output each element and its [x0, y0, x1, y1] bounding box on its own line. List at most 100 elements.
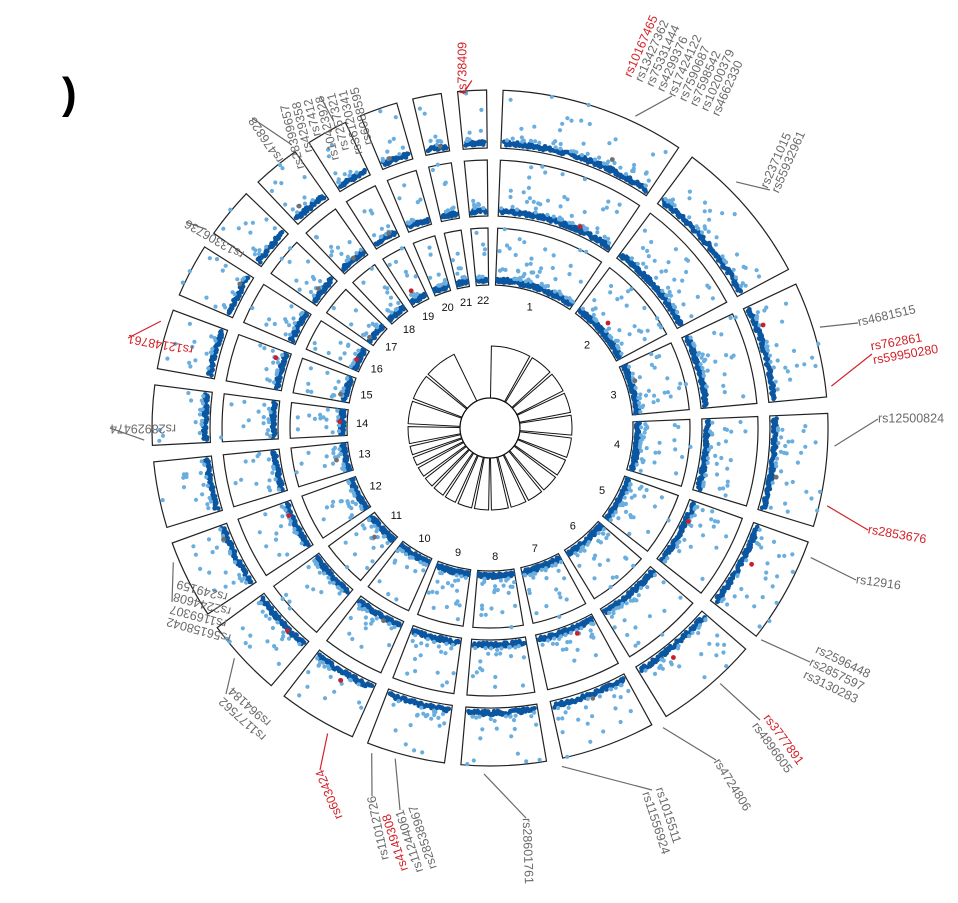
data-point	[421, 568, 426, 573]
data-point	[707, 429, 713, 434]
data-point	[404, 565, 410, 570]
data-point	[357, 700, 362, 705]
data-point	[242, 576, 247, 581]
data-point	[689, 514, 694, 519]
data-point	[592, 298, 597, 303]
data-point	[297, 641, 302, 647]
data-point	[374, 325, 379, 330]
data-point	[326, 575, 331, 580]
data-point	[700, 576, 705, 582]
data-point	[716, 441, 721, 446]
data-point	[443, 145, 449, 151]
data-point	[386, 308, 391, 313]
data-point	[181, 485, 187, 490]
data-point	[790, 479, 795, 485]
data-point	[702, 467, 708, 473]
data-point	[285, 552, 290, 557]
track-3-chr20	[412, 235, 452, 297]
track-2-chr1	[497, 159, 641, 253]
data-point	[325, 370, 330, 375]
data-point	[379, 226, 384, 231]
data-point	[281, 505, 286, 510]
track-2-chr17	[270, 241, 339, 307]
data-point	[689, 314, 694, 319]
data-point	[596, 531, 601, 536]
data-point	[687, 196, 692, 201]
data-point	[689, 523, 694, 529]
data-point	[492, 718, 497, 724]
data-point	[688, 544, 693, 549]
data-point	[547, 632, 552, 638]
data-point	[338, 499, 343, 504]
data-point	[790, 569, 795, 575]
data-point	[665, 199, 670, 204]
data-point	[262, 402, 267, 407]
data-point	[389, 310, 394, 315]
data-point	[744, 558, 749, 563]
data-point-highlight	[273, 355, 279, 361]
data-point	[365, 565, 370, 571]
data-point	[208, 472, 214, 478]
data-point-highlight	[437, 144, 443, 149]
track-2-chr19	[345, 185, 401, 250]
data-point	[688, 444, 693, 449]
data-point	[198, 407, 203, 412]
track-2-chr4	[692, 415, 759, 507]
data-point	[280, 514, 285, 519]
data-point	[291, 326, 296, 331]
data-point	[204, 457, 210, 462]
data-point	[698, 362, 703, 367]
track-2-chr12	[237, 499, 314, 577]
data-point	[386, 224, 391, 229]
data-point	[696, 625, 701, 630]
data-point	[553, 145, 558, 150]
data-point	[771, 365, 776, 370]
data-point	[473, 645, 478, 651]
data-point	[765, 561, 770, 566]
data-point	[660, 288, 665, 293]
data-point	[516, 644, 521, 649]
data-point	[324, 505, 329, 510]
data-point	[221, 226, 226, 231]
data-point	[710, 420, 715, 425]
track-1-chr18	[257, 150, 330, 226]
data-point	[527, 587, 532, 593]
data-point	[637, 486, 642, 491]
data-point	[770, 480, 775, 485]
data-point	[257, 248, 262, 253]
data-point	[645, 248, 650, 253]
data-point	[645, 585, 650, 590]
data-point	[815, 508, 820, 513]
data-point	[493, 684, 498, 690]
track-1-chr16	[178, 246, 255, 319]
data-point	[363, 626, 368, 631]
data-point	[676, 424, 681, 430]
data-point	[784, 481, 789, 486]
data-point	[439, 571, 445, 576]
data-point	[720, 211, 725, 216]
track-2-chr16	[242, 283, 312, 346]
data-point	[774, 343, 779, 348]
data-point	[618, 719, 623, 725]
data-point	[319, 590, 324, 595]
data-point	[511, 580, 517, 585]
data-point	[474, 715, 479, 720]
data-point	[644, 170, 649, 175]
data-point	[439, 139, 444, 144]
data-point	[306, 259, 311, 264]
data-point	[632, 324, 637, 329]
data-point	[705, 368, 710, 373]
data-point-highlight	[285, 628, 290, 634]
data-point	[266, 428, 271, 433]
data-point	[279, 229, 285, 235]
data-point	[586, 540, 592, 545]
data-point	[198, 566, 203, 572]
data-point	[646, 529, 651, 535]
data-point	[262, 346, 267, 351]
data-point	[700, 366, 705, 371]
data-point	[443, 180, 448, 185]
data-point	[680, 454, 685, 460]
data-point	[270, 449, 275, 455]
data-point	[306, 565, 311, 570]
data-point	[537, 269, 542, 274]
